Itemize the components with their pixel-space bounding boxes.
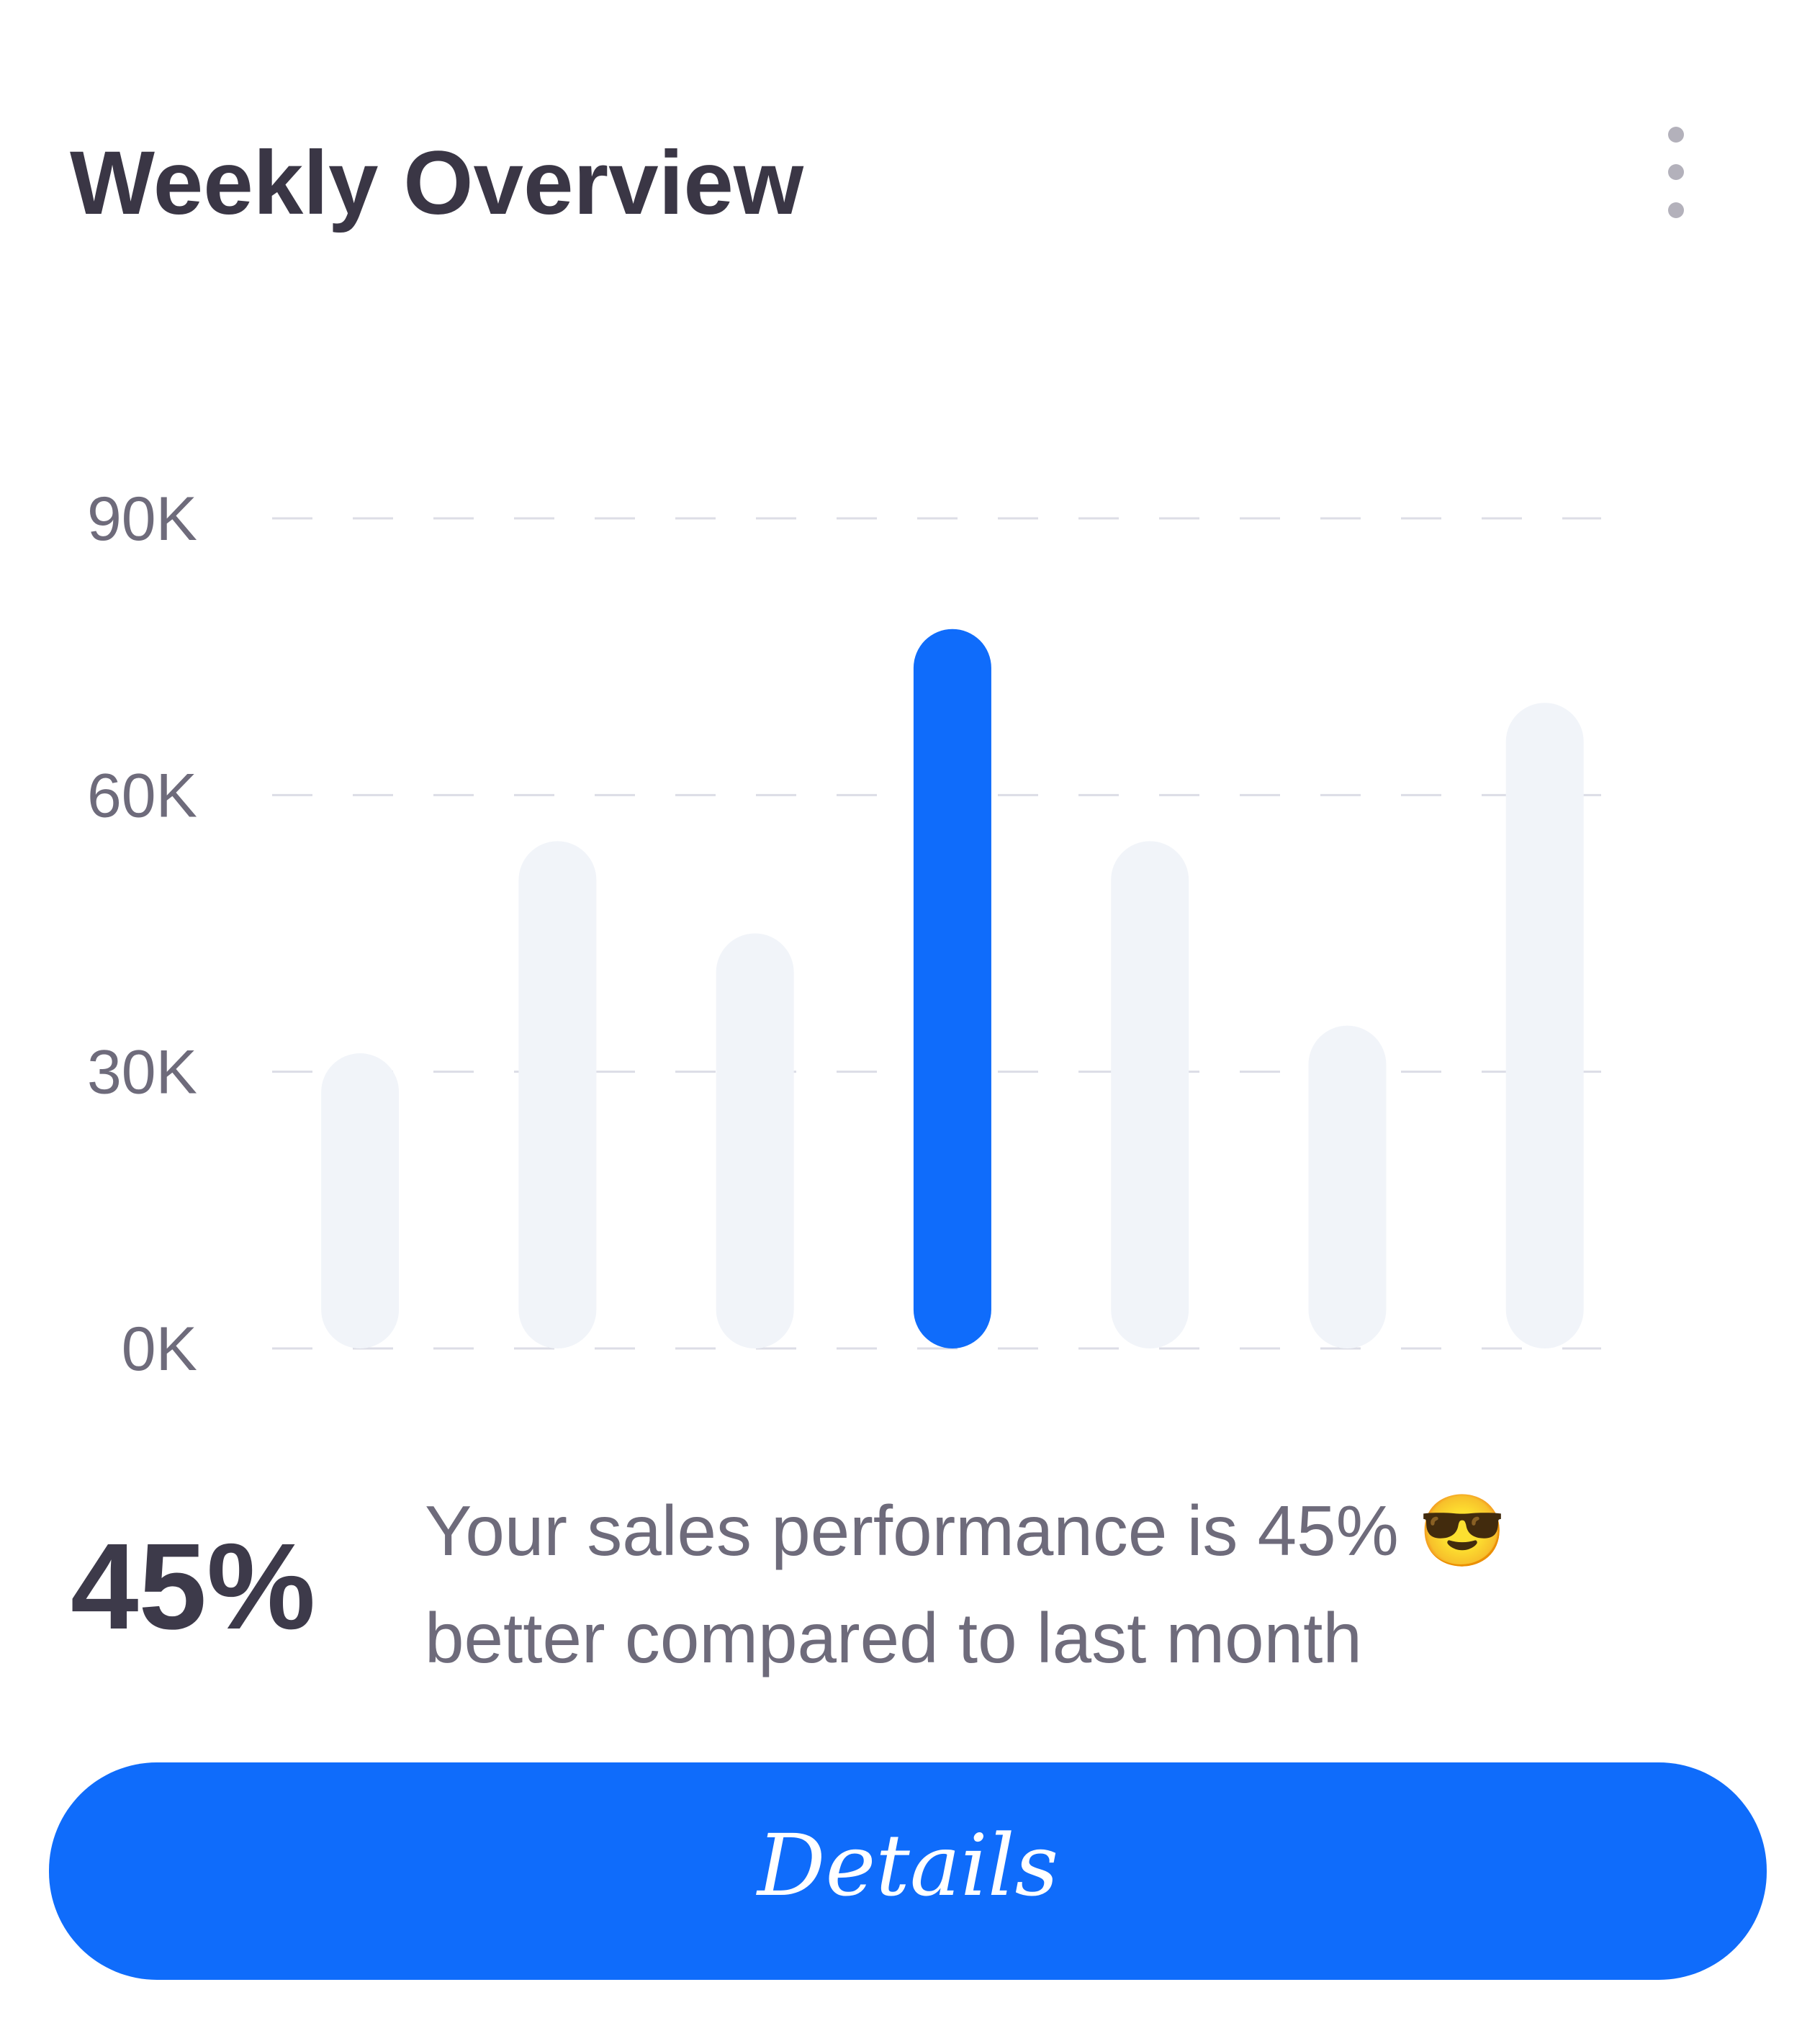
more-menu[interactable] (1668, 127, 1684, 218)
button-label: Details (756, 1816, 1058, 1915)
bar (1505, 703, 1584, 1348)
card-title: Weekly Overview (70, 133, 804, 233)
details-button[interactable]: Details (49, 1762, 1767, 1980)
bar (321, 1053, 400, 1348)
bar (1308, 1025, 1387, 1348)
menu-dot (1668, 127, 1684, 143)
y-tick-label: 60K (87, 761, 197, 830)
menu-dot (1668, 202, 1684, 218)
summary-value: 45% (71, 1518, 315, 1655)
summary-line: better compared to last month (425, 1598, 1362, 1677)
summary-line: Your sales performance is 45% 😎 (425, 1491, 1506, 1570)
bar (716, 933, 794, 1348)
button-background (49, 1762, 1767, 1980)
menu-dot (1668, 164, 1684, 180)
y-tick-label: 90K (87, 485, 197, 554)
bar (913, 629, 991, 1348)
bar (1111, 841, 1189, 1348)
y-tick-label: 30K (87, 1038, 197, 1107)
y-tick-label: 0K (122, 1315, 197, 1384)
bar (518, 841, 597, 1348)
